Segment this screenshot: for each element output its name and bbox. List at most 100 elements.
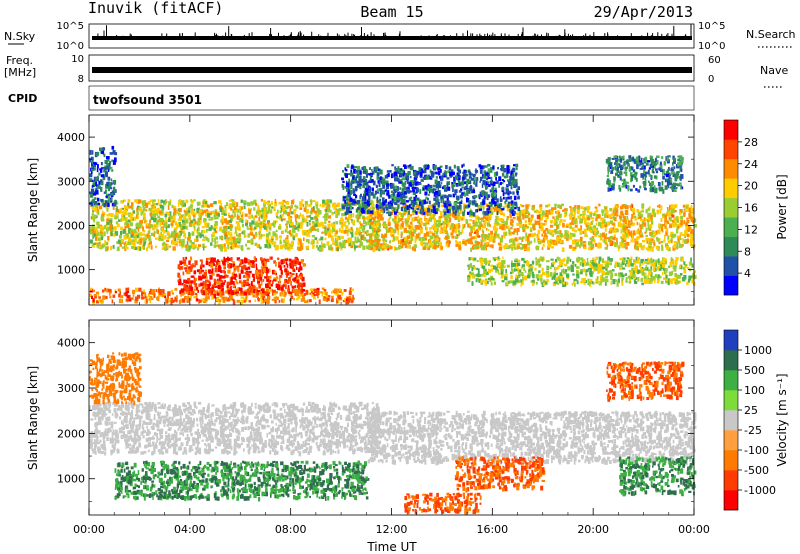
heatmap-cell: [103, 225, 106, 230]
heatmap-cell: [583, 261, 586, 267]
heatmap-cell: [186, 286, 190, 292]
heatmap-cell: [214, 241, 217, 245]
heatmap-cell: [384, 239, 388, 243]
heatmap-cell: [203, 271, 207, 276]
heatmap-cell: [401, 238, 405, 243]
heatmap-cell: [553, 281, 558, 284]
heatmap-cell: [489, 214, 492, 219]
heatmap-cell: [367, 239, 370, 242]
heatmap-cell: [630, 239, 634, 243]
heatmap-cell: [536, 238, 540, 243]
heatmap-cell: [665, 222, 667, 226]
heatmap-cell: [193, 270, 197, 275]
heatmap-cell: [246, 225, 249, 228]
heatmap-cell: [467, 223, 470, 228]
heatmap-cell: [637, 269, 640, 275]
heatmap-cell: [462, 224, 465, 229]
heatmap-cell: [266, 273, 268, 277]
heatmap-cell: [623, 219, 626, 223]
heatmap-cell: [444, 222, 447, 225]
heatmap-cell: [177, 279, 180, 283]
heatmap-cell: [206, 228, 209, 231]
heatmap-cell: [316, 288, 320, 291]
heatmap-cell: [604, 281, 607, 286]
heatmap-cell: [449, 226, 452, 230]
heatmap-cell: [290, 233, 294, 237]
heatmap-cell: [280, 298, 284, 303]
heatmap-cell: [297, 282, 301, 287]
heatmap-cell: [378, 245, 381, 249]
heatmap-cell: [379, 213, 383, 218]
heatmap-cell: [688, 225, 691, 230]
heatmap-cell: [619, 241, 622, 247]
heatmap-cell: [576, 239, 581, 243]
heatmap-cell: [250, 288, 253, 293]
heatmap-cell: [645, 230, 648, 233]
heatmap-cell: [158, 203, 162, 207]
heatmap-cell: [648, 216, 652, 222]
heatmap-cell: [132, 210, 135, 214]
heatmap-cell: [234, 291, 237, 295]
heatmap-cell: [104, 287, 107, 292]
heatmap-cell: [399, 226, 403, 229]
heatmap-cell: [551, 229, 554, 234]
heatmap-cell: [186, 210, 189, 214]
heatmap-cell: [597, 235, 601, 238]
heatmap-cell: [568, 234, 573, 240]
heatmap-cell: [163, 202, 166, 206]
heatmap-cell: [233, 289, 237, 292]
heatmap-cell: [125, 291, 128, 297]
heatmap-cell: [472, 226, 475, 231]
heatmap-cell: [383, 221, 387, 226]
heatmap-cell: [675, 275, 679, 280]
heatmap-cell: [674, 273, 677, 278]
heatmap-cell: [236, 299, 240, 303]
heatmap-cell: [572, 261, 575, 264]
heatmap-cell: [480, 280, 483, 284]
heatmap-cell: [634, 265, 638, 270]
heatmap-cell: [181, 242, 185, 247]
heatmap-cell: [332, 242, 335, 245]
heatmap-cell: [211, 211, 216, 215]
heatmap-cell: [99, 230, 103, 235]
heatmap-cell: [318, 210, 322, 215]
heatmap-cell: [690, 242, 693, 247]
heatmap-cell: [164, 298, 167, 304]
heatmap-cell: [247, 290, 251, 296]
heatmap-cell: [413, 244, 417, 249]
heatmap-cell: [573, 233, 576, 238]
heatmap-cell: [89, 149, 92, 155]
heatmap-cell: [188, 214, 191, 219]
heatmap-cell: [283, 204, 286, 208]
heatmap-cell: [403, 227, 407, 233]
heatmap-cell: [596, 227, 598, 231]
heatmap-cell: [606, 278, 609, 283]
heatmap-cell: [107, 199, 109, 205]
heatmap-cell: [92, 216, 95, 221]
heatmap-cell: [498, 208, 502, 212]
heatmap-cell: [651, 277, 654, 281]
heatmap-cell: [505, 269, 507, 274]
heatmap-cell: [298, 246, 302, 251]
heatmap-cell: [311, 239, 313, 244]
heatmap-cell: [102, 295, 106, 300]
heatmap-cell: [276, 216, 280, 219]
heatmap-cell: [164, 200, 168, 203]
heatmap-cell: [308, 239, 310, 244]
heatmap-cell: [569, 258, 572, 262]
heatmap-cell: [613, 216, 617, 222]
heatmap-cell: [365, 245, 369, 250]
heatmap-cell: [185, 219, 189, 224]
heatmap-cell: [292, 259, 296, 265]
heatmap-cell: [291, 286, 294, 289]
heatmap-cell: [461, 228, 464, 234]
heatmap-cell: [292, 236, 295, 241]
heatmap-cell: [243, 266, 247, 269]
heatmap-cell: [387, 218, 390, 222]
heatmap-cell: [239, 210, 242, 215]
heatmap-cell: [273, 277, 277, 280]
heatmap-cell: [554, 218, 558, 224]
heatmap-cell: [293, 264, 297, 267]
heatmap-cell: [549, 220, 553, 223]
